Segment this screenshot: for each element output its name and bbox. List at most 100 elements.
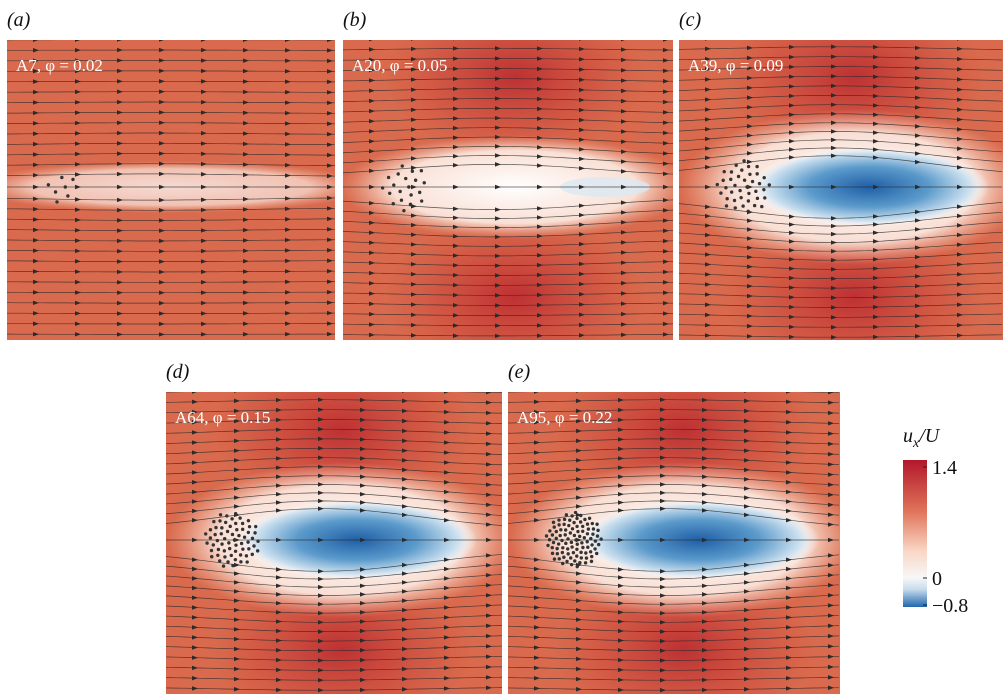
cylinder: [559, 528, 562, 531]
cylinder: [584, 551, 587, 554]
cylinder: [596, 534, 599, 537]
contour-panel: [503, 350, 859, 694]
cylinder: [562, 523, 565, 526]
colorbar-tick-label: 1.4: [932, 457, 957, 479]
cylinder: [551, 533, 554, 536]
cylinder: [597, 543, 600, 546]
cylinder: [595, 552, 598, 555]
cylinder: [570, 514, 573, 517]
cylinder: [579, 551, 582, 554]
cylinder: [209, 536, 212, 539]
cylinder: [724, 186, 727, 189]
cylinder: [401, 164, 404, 167]
cylinder: [234, 558, 237, 561]
cylinder: [571, 527, 574, 530]
cylinder: [220, 542, 223, 545]
cylinder: [546, 544, 549, 547]
cylinder: [230, 517, 233, 520]
colorbar: ux/U 1.40−0.8: [903, 425, 968, 617]
cylinder: [205, 541, 208, 544]
cylinder: [737, 175, 740, 178]
cylinder: [599, 537, 602, 540]
cylinder: [239, 560, 242, 563]
cylinder: [234, 512, 237, 515]
cylinder: [595, 523, 598, 526]
cylinder: [218, 519, 221, 522]
cylinder: [558, 557, 561, 560]
panel-label: (d): [166, 361, 190, 383]
cylinder: [578, 535, 581, 538]
cylinder: [760, 205, 763, 208]
flow-arrow: [360, 388, 366, 392]
streamline: [674, 37, 1002, 39]
cylinder: [555, 537, 558, 540]
cylinder: [223, 549, 226, 552]
cylinder: [584, 561, 587, 564]
cylinder: [586, 532, 589, 535]
cylinder: [758, 182, 761, 185]
cylinder: [579, 514, 582, 517]
cylinder: [583, 518, 586, 521]
cylinder: [730, 170, 733, 173]
cylinder: [55, 200, 58, 203]
cylinder: [569, 531, 572, 534]
cylinder: [738, 189, 741, 192]
cylinder: [570, 541, 573, 544]
cylinder: [60, 176, 63, 179]
cylinder: [212, 543, 215, 546]
cylinder: [407, 185, 410, 188]
cylinder: [54, 190, 57, 193]
cylinder: [392, 202, 395, 205]
cylinder: [586, 546, 589, 549]
cylinder: [553, 525, 556, 528]
cylinder: [593, 547, 596, 550]
cylinder: [392, 183, 395, 186]
cylinder: [590, 560, 593, 563]
cylinder: [564, 528, 567, 531]
cylinder: [576, 543, 579, 546]
cylinder: [591, 522, 594, 525]
cylinder: [247, 519, 250, 522]
cylinder: [585, 556, 588, 559]
title-rest: /U: [918, 425, 941, 447]
flow-arrow: [789, 35, 795, 39]
panel-label: (b): [343, 9, 367, 31]
cylinder: [247, 531, 250, 534]
cylinder: [747, 165, 750, 168]
cylinder: [557, 518, 560, 521]
cylinder: [562, 556, 565, 559]
cylinder: [252, 544, 255, 547]
cylinder: [210, 549, 213, 552]
cylinder: [217, 548, 220, 551]
cylinder: [213, 533, 216, 536]
cylinder: [66, 194, 69, 197]
cylinder: [570, 563, 573, 566]
cylinder: [753, 204, 756, 207]
cylinder: [230, 554, 233, 557]
cylinder: [756, 197, 759, 200]
cylinder: [768, 183, 771, 186]
cylinder: [745, 185, 748, 188]
cylinder: [561, 546, 564, 549]
cylinder: [596, 529, 599, 532]
cylinder: [219, 513, 222, 516]
cylinder: [570, 545, 573, 548]
cylinder: [409, 203, 412, 206]
panel-annotation: A64, φ = 0.15: [175, 408, 270, 427]
cylinder: [575, 554, 578, 557]
cylinder: [409, 193, 412, 196]
streamline: [338, 38, 674, 40]
high-lobe: [385, 217, 645, 377]
cylinder: [558, 534, 561, 537]
cylinder: [256, 540, 259, 543]
cylinder: [762, 188, 765, 191]
flow-arrow: [660, 388, 666, 392]
cylinder: [565, 513, 568, 516]
panel-label: (c): [679, 9, 702, 31]
cylinder: [418, 191, 421, 194]
cylinder: [210, 555, 213, 558]
title-base: u: [903, 425, 913, 447]
cylinder: [560, 539, 563, 542]
cylinder: [551, 552, 554, 555]
panel-annotation: A7, φ = 0.02: [16, 56, 103, 75]
